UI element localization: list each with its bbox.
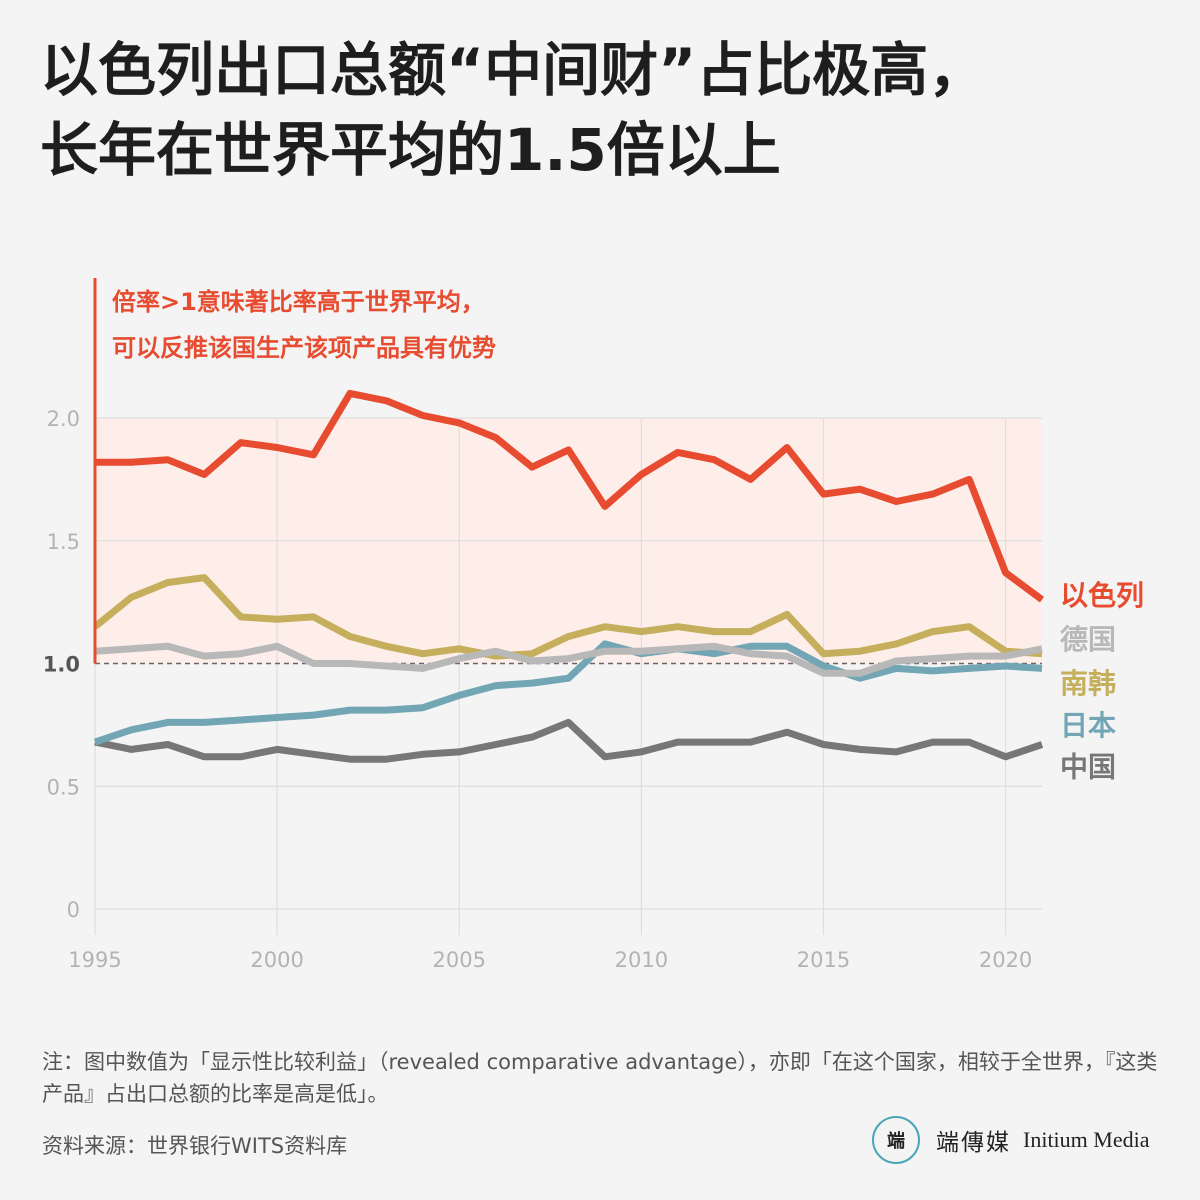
- x-tick-label: 2005: [433, 948, 486, 972]
- y-tick-label: 1.0: [43, 653, 80, 677]
- series-label-germany: 德国: [1060, 623, 1116, 656]
- initium-logo-icon: 端: [872, 1116, 920, 1164]
- annotation-line-1: 倍率>1意味著比率高于世界平均，: [112, 288, 485, 316]
- x-tick-label: 1995: [68, 948, 121, 972]
- y-tick-label: 2.0: [47, 407, 80, 431]
- annotation-line-2: 可以反推该国生产该项产品具有优势: [112, 334, 496, 362]
- brand-logo-text: 端: [887, 1131, 905, 1152]
- x-tick-label: 2000: [250, 948, 303, 972]
- title-line-1: 以色列出口总额“中间财”占比极高，: [40, 36, 987, 104]
- series-line-korea: [92, 574, 1043, 660]
- brand-name-cn: 端傳媒: [936, 1130, 1011, 1156]
- title-line-2: 长年在世界平均的1.5倍以上: [40, 116, 781, 184]
- brand-name-en: Initium Media: [1023, 1127, 1150, 1152]
- chart-title: 以色列出口总额“中间财”占比极高， 长年在世界平均的1.5倍以上: [40, 30, 1160, 190]
- series-line-japan: [93, 640, 1043, 746]
- brand: 端 端傳媒 Initium Media: [872, 1112, 1149, 1168]
- annotation-layer: 倍率>1意味著比率高于世界平均， 可以反推该国生产该项产品具有优势: [93, 278, 496, 664]
- x-tick-label: 2015: [797, 948, 850, 972]
- source-note: 资料来源：世界银行WITS资料库: [42, 1134, 348, 1158]
- series-line-israel: [95, 389, 1045, 603]
- y-tick-label: 0.5: [47, 775, 80, 799]
- series-lines: [92, 389, 1045, 763]
- series-label-israel: 以色列: [1060, 579, 1144, 612]
- line-chart: 0 0.5 1.0 1.5 2.0 1995 2000 2005 2010 2015 2020 倍率…: [43, 278, 1144, 972]
- series-label-japan: 日本: [1060, 709, 1116, 742]
- x-tick-label: 2020: [979, 948, 1032, 972]
- footnote: 注：图中数值为「显示性比较利益」（revealed comparative ad…: [42, 1050, 1158, 1106]
- series-line-germany: [94, 642, 1043, 677]
- tick-labels: 0 0.5 1.0 1.5 2.0 1995 2000 2005 2010 2015 2020: [43, 407, 1033, 972]
- series-label-korea: 南韩: [1060, 667, 1116, 700]
- series-line-china: [94, 718, 1044, 763]
- y-tick-label: 1.5: [47, 530, 80, 554]
- y-tick-label: 0: [67, 898, 80, 922]
- series-label-china: 中国: [1060, 751, 1116, 784]
- x-tick-label: 2010: [615, 948, 668, 972]
